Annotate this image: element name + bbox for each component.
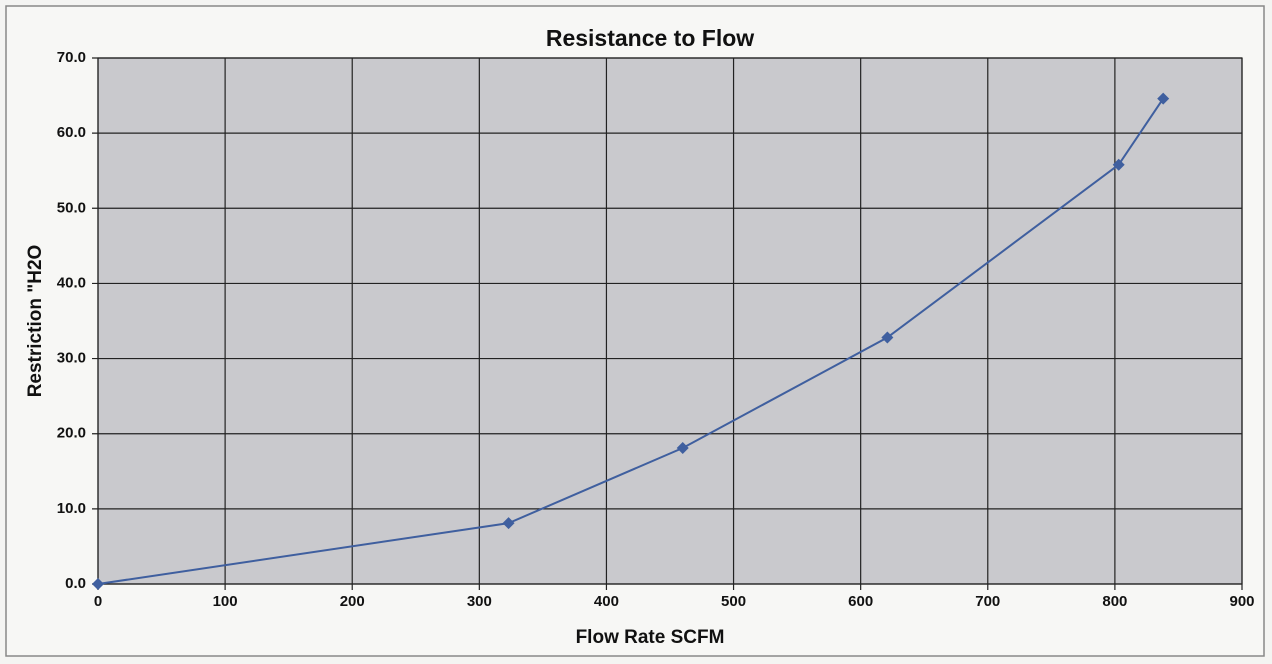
x-tick-label: 300 [467, 593, 492, 610]
x-tick-label: 500 [721, 593, 746, 610]
y-tick-label: 70.0 [57, 49, 86, 66]
data-point [1112, 158, 1125, 171]
data-point [502, 517, 515, 530]
x-tick-label: 600 [848, 593, 873, 610]
y-tick-label: 60.0 [57, 124, 86, 141]
x-tick-label: 100 [213, 593, 238, 610]
x-tick-label: 0 [94, 593, 102, 610]
data-point [1157, 92, 1170, 105]
y-axis-label: Restriction "H2O [25, 245, 46, 398]
x-tick-label: 700 [975, 593, 1000, 610]
plot-area [97, 57, 1243, 585]
y-tick-label: 20.0 [57, 425, 86, 442]
x-tick-label: 800 [1102, 593, 1127, 610]
x-axis-label: Flow Rate SCFM [576, 627, 725, 648]
data-point [92, 578, 104, 590]
x-tick-label: 900 [1229, 593, 1254, 610]
x-tick-label: 200 [340, 593, 365, 610]
data-line [97, 98, 1165, 585]
x-tick-label: 400 [594, 593, 619, 610]
data-point [881, 331, 894, 344]
y-tick-label: 0.0 [65, 575, 86, 592]
y-tick-label: 50.0 [57, 199, 86, 216]
chart-title: Resistance to Flow [546, 25, 754, 51]
y-tick-label: 30.0 [57, 350, 86, 367]
y-tick-label: 10.0 [57, 500, 86, 517]
data-point [676, 441, 689, 454]
y-tick-label: 40.0 [57, 274, 86, 291]
